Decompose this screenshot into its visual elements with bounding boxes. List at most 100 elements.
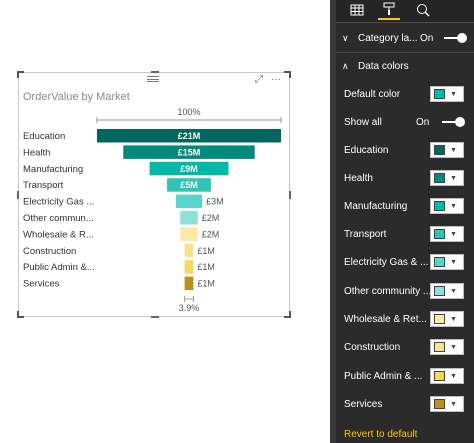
bottom-percent-label: 3.9%	[179, 303, 200, 313]
data-label: £1M	[197, 246, 215, 256]
category-label: Education	[23, 131, 65, 142]
funnel-visual[interactable]: ⤢ ··· OrderValue by Market 100% Education…	[17, 71, 291, 318]
pane-divider[interactable]	[330, 0, 336, 443]
color-picker[interactable]: ▼	[430, 226, 464, 242]
resize-handle-top[interactable]	[151, 71, 159, 73]
category-label: Construction	[23, 246, 76, 257]
data-color-row: Wholesale & Ret... ▼	[336, 309, 474, 329]
color-picker[interactable]: ▼	[430, 142, 464, 158]
default-color-row: Default color ▼	[336, 84, 474, 104]
color-swatch	[434, 173, 445, 183]
default-color-label: Default color	[344, 88, 401, 100]
data-color-row: Health ▼	[336, 168, 474, 188]
data-color-row: Education ▼	[336, 140, 474, 160]
color-swatch	[434, 371, 445, 381]
data-color-label: Construction	[344, 341, 401, 353]
funnel-bar	[149, 161, 229, 176]
table-icon	[350, 4, 364, 16]
data-color-label: Manufacturing	[344, 200, 408, 212]
resize-handle-right[interactable]	[289, 191, 291, 199]
funnel-chart: 100% Education £21M Health £15M Manufacturing…	[23, 107, 282, 313]
color-swatch	[434, 201, 445, 211]
color-picker[interactable]: ▼	[430, 339, 464, 355]
show-all-toggle[interactable]	[442, 117, 465, 127]
resize-handle-bottom[interactable]	[151, 316, 159, 318]
color-picker[interactable]: ▼	[430, 170, 464, 186]
funnel-bar	[184, 260, 194, 274]
data-color-label: Education	[344, 144, 389, 156]
funnel-bar	[167, 178, 211, 192]
category-labels-section[interactable]: ∨ Category la... On	[336, 28, 474, 48]
format-pane: ∨ Category la... On ∧ Data colors Defaul…	[336, 0, 474, 443]
funnel-bar	[180, 227, 198, 241]
visual-title: OrderValue by Market	[23, 91, 130, 103]
data-color-row: Manufacturing ▼	[336, 196, 474, 216]
analytics-magnifier-icon	[417, 4, 430, 17]
data-label: £2M	[202, 213, 220, 223]
category-label: Services	[23, 279, 60, 290]
resize-handle-top-left[interactable]	[17, 71, 24, 78]
color-picker[interactable]: ▼	[430, 283, 464, 299]
category-labels-toggle[interactable]	[444, 33, 467, 43]
more-options-icon[interactable]: ···	[271, 74, 281, 85]
category-label: Wholesale & R...	[23, 229, 94, 240]
chevron-down-icon: ∨	[342, 32, 349, 43]
funnel-bar	[123, 145, 255, 159]
data-color-row: Other community ... ▼	[336, 281, 474, 301]
revert-to-default-link[interactable]: Revert to default	[344, 429, 418, 440]
dropdown-arrow-icon: ▼	[450, 90, 457, 98]
fields-tab[interactable]	[346, 0, 368, 20]
color-picker[interactable]: ▼	[430, 368, 464, 384]
dropdown-arrow-icon: ▼	[450, 258, 457, 266]
color-picker[interactable]: ▼	[430, 198, 464, 214]
dropdown-arrow-icon: ▼	[450, 372, 457, 380]
data-color-row: Construction ▼	[336, 337, 474, 357]
funnel-bar	[180, 211, 198, 225]
dropdown-arrow-icon: ▼	[450, 400, 457, 408]
show-all-state: On	[416, 116, 430, 128]
data-color-row: Transport ▼	[336, 224, 474, 244]
data-color-label: Services	[344, 398, 383, 410]
dropdown-arrow-icon: ▼	[450, 287, 457, 295]
report-canvas: ⤢ ··· OrderValue by Market 100% Education…	[17, 71, 291, 318]
data-colors-section[interactable]: ∧ Data colors	[336, 56, 474, 76]
default-color-picker[interactable]: ▼	[430, 86, 464, 102]
data-label: £5M	[180, 180, 198, 190]
color-picker[interactable]: ▼	[430, 396, 464, 412]
resize-handle-bottom-left[interactable]	[17, 311, 24, 318]
top-percent-label: 100%	[177, 107, 200, 117]
data-color-row: Electricity Gas & ... ▼	[336, 252, 474, 272]
resize-handle-left[interactable]	[17, 191, 19, 199]
dropdown-arrow-icon: ▼	[450, 202, 457, 210]
dropdown-arrow-icon: ▼	[450, 230, 457, 238]
funnel-bar	[175, 194, 203, 209]
data-label: £2M	[202, 229, 220, 239]
data-color-label: Transport	[344, 228, 387, 240]
color-swatch	[434, 89, 445, 99]
resize-handle-bottom-right[interactable]	[284, 311, 291, 318]
data-label: £15M	[178, 147, 201, 157]
data-label: £3M	[206, 197, 224, 207]
color-picker[interactable]: ▼	[430, 311, 464, 327]
dropdown-arrow-icon: ▼	[450, 343, 457, 351]
category-labels-state: On	[420, 32, 434, 44]
category-label: Public Admin &...	[23, 262, 95, 273]
dropdown-arrow-icon: ▼	[450, 146, 457, 154]
color-picker[interactable]: ▼	[430, 254, 464, 270]
funnel-bar	[184, 276, 194, 291]
focus-mode-icon[interactable]: ⤢	[255, 74, 263, 85]
chevron-up-icon: ∧	[342, 60, 349, 71]
paint-roller-icon	[383, 2, 395, 15]
color-swatch	[434, 399, 445, 409]
resize-handle-top-right[interactable]	[284, 71, 291, 78]
data-colors-label: Data colors	[358, 60, 409, 72]
color-swatch	[434, 286, 445, 296]
show-all-label: Show all	[344, 116, 382, 128]
analytics-tab[interactable]	[412, 0, 434, 20]
data-label: £9M	[180, 164, 198, 174]
category-labels-label: Category la...	[358, 32, 418, 44]
category-label: Transport	[23, 180, 64, 191]
format-tab[interactable]	[378, 0, 400, 20]
category-label: Other commun...	[23, 213, 94, 224]
drag-grip-icon[interactable]	[147, 76, 159, 82]
